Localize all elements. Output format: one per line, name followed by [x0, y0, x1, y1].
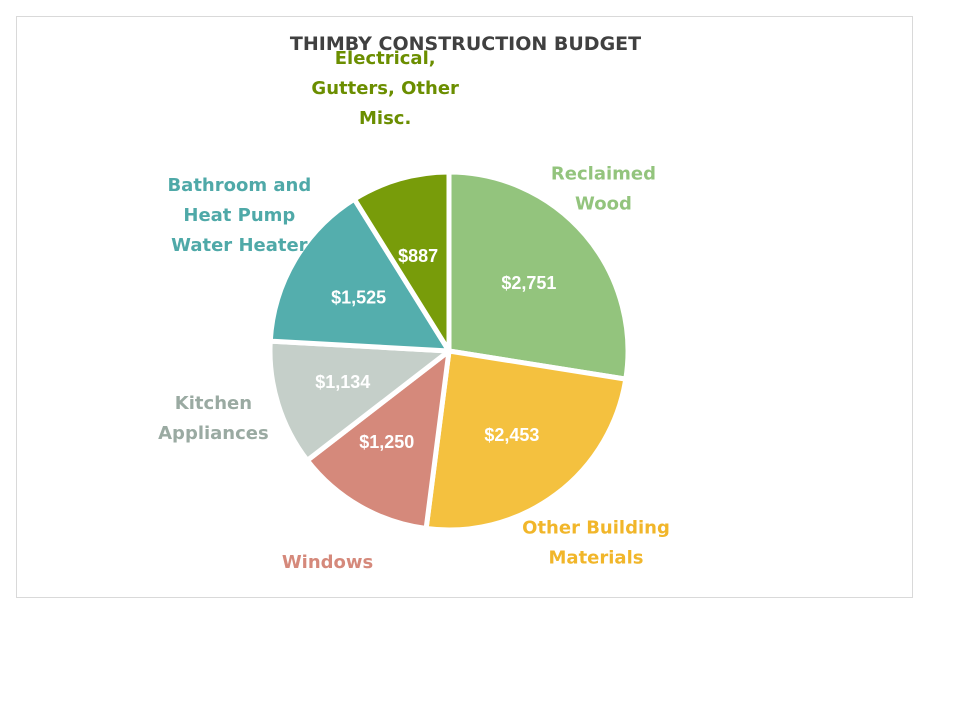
value-label-electrical-gutters-other-misc: $887 — [398, 246, 438, 266]
value-label-other-building-materials: $2,453 — [484, 425, 539, 445]
value-label-windows: $1,250 — [359, 432, 414, 452]
value-label-kitchen-appliances: $1,134 — [315, 372, 370, 392]
value-label-reclaimed-wood: $2,751 — [501, 273, 556, 293]
category-label-windows: Windows — [282, 552, 373, 573]
category-label-electrical-gutters-other-misc: Electrical, Gutters, Other Misc. — [311, 48, 459, 129]
pie-slice-bathroom-and-heat-pump-water-heater — [267, 196, 452, 354]
pie-slice-electrical-gutters-other-misc — [351, 169, 452, 354]
category-label-reclaimed-wood: Reclaimed Wood — [551, 163, 656, 214]
pie-slice-other-building-materials — [423, 348, 629, 533]
value-label-bathroom-and-heat-pump-water-heater: $1,525 — [331, 288, 386, 308]
pie-chart: $2,751 Reclaimed Wood $2,453 Other Building M… — [158, 48, 670, 573]
category-label-bathroom-and-heat-pump-water-heater: Bathroom and Heat Pump Water Heater — [167, 175, 311, 256]
category-label-other-building-materials: Other Building Materials — [522, 518, 670, 569]
chart-frame: THIMBY CONSTRUCTION BUDGET $2,751 Reclaim… — [16, 16, 913, 598]
pie-slice-windows — [304, 348, 452, 532]
pie-slice-reclaimed-wood — [446, 169, 631, 382]
pie-slice-kitchen-appliances — [267, 338, 452, 463]
category-label-kitchen-appliances: Kitchen Appliances — [158, 393, 269, 444]
chart-title: THIMBY CONSTRUCTION BUDGET — [289, 33, 642, 55]
